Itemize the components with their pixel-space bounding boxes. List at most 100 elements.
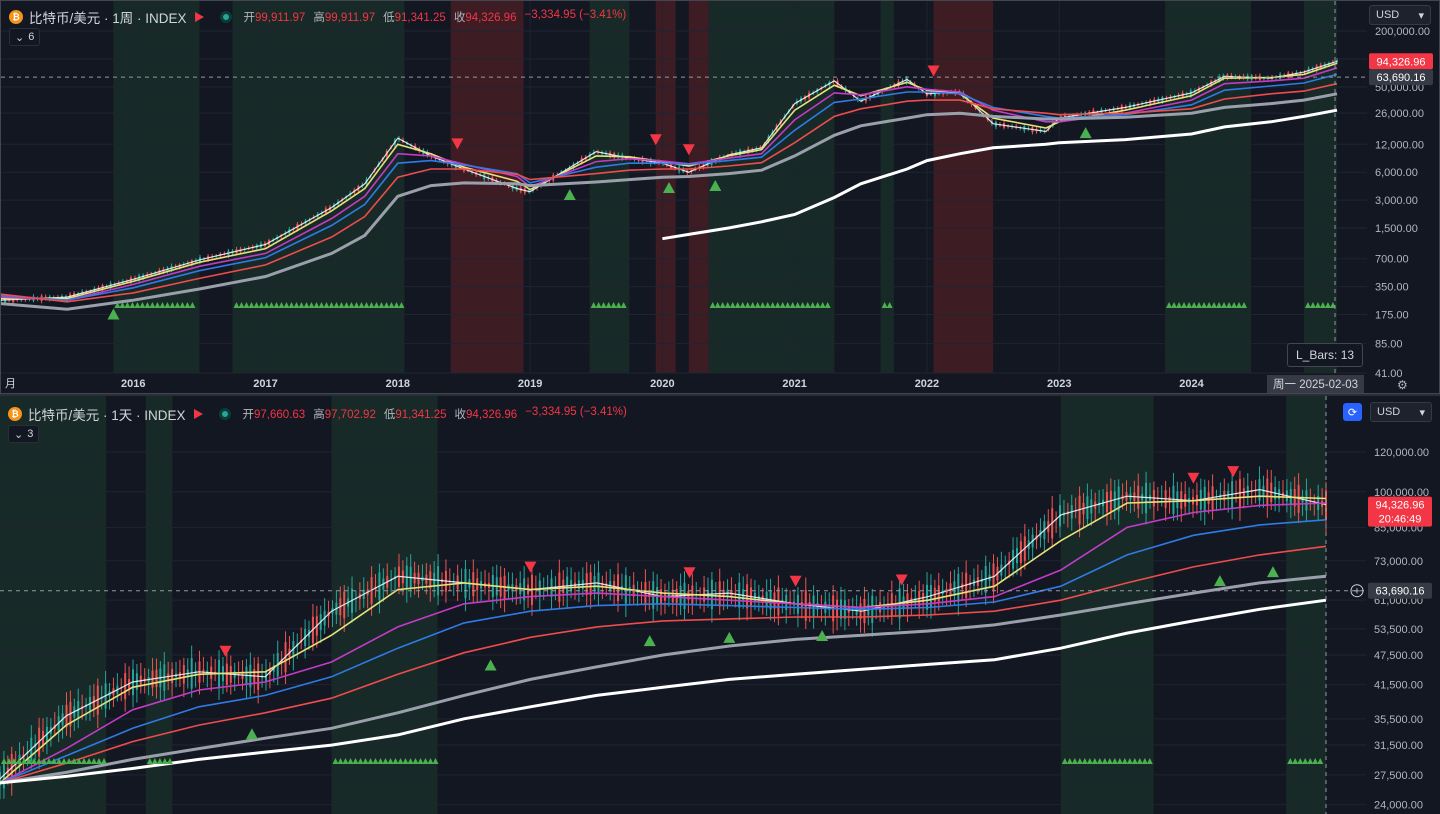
zone-marker-icon <box>393 302 400 308</box>
ma-line-4 <box>1 82 1338 303</box>
ohlc-item: 低91,341.25 <box>384 406 447 422</box>
zone-marker-icon <box>417 758 424 764</box>
flag-icon[interactable] <box>194 12 204 22</box>
indicators-toggle[interactable]: ⌄ 3 <box>8 425 40 443</box>
zone-marker-icon <box>86 758 92 764</box>
sell-signal-icon <box>649 134 662 146</box>
weekly-chart-panel[interactable]: 200,000.00100,000.0050,000.0026,000.0012… <box>0 0 1440 394</box>
zone-marker-icon <box>76 758 82 764</box>
symbol-title[interactable]: 比特币/美元 · 1天 · INDEX <box>28 408 186 423</box>
ma-line-0 <box>1 60 1338 301</box>
zone-marker-icon <box>21 758 27 764</box>
y-tick-label: 41,500.00 <box>1374 680 1423 692</box>
symbol-title[interactable]: 比特币/美元 · 1周 · INDEX <box>29 11 187 26</box>
zone-marker-icon <box>159 302 166 308</box>
ohlc-item: −3,334.95 (−3.41%) <box>524 9 626 25</box>
last-price-label: 94,326.96 <box>1377 56 1426 68</box>
zone-marker-icon <box>367 758 374 764</box>
countdown-label: 20:46:49 <box>1379 514 1422 526</box>
zone-marker-icon <box>749 302 756 308</box>
zone-marker-icon <box>362 758 369 764</box>
bitcoin-icon: ₿ <box>8 407 22 421</box>
indicator-count: 6 <box>28 31 35 43</box>
sync-icon[interactable]: ⟳ <box>1343 403 1362 421</box>
zone-marker-icon <box>308 302 315 308</box>
buy-signal-icon <box>1266 566 1279 578</box>
sell-signal-icon <box>524 561 537 573</box>
ohlc-value: −3,334.95 (−3.41%) <box>524 9 627 21</box>
add-alert-icon <box>1350 584 1364 598</box>
weekly-chart-canvas[interactable]: 200,000.00100,000.0050,000.0026,000.0012… <box>1 1 1439 393</box>
add-alert-plus: + <box>1354 586 1360 598</box>
zone-marker-icon <box>412 758 419 764</box>
cursor-price-label-bg <box>1368 582 1432 599</box>
zone-marker-icon <box>590 302 597 308</box>
zone-marker-icon <box>161 758 168 764</box>
ohlc-item: 高99,911.97 <box>313 9 375 25</box>
pane-divider[interactable] <box>0 394 1440 396</box>
buy-signal-icon <box>643 635 656 647</box>
currency-label: USD <box>1377 406 1401 418</box>
buy-signal-icon <box>484 659 497 671</box>
zone-marker-icon <box>41 758 47 764</box>
zone-marker-icon <box>1126 758 1133 764</box>
zone-marker-icon <box>1329 302 1336 308</box>
ma-line-5 <box>1 92 1338 311</box>
bitcoin-icon: ₿ <box>9 10 23 24</box>
bull-zone <box>331 396 438 814</box>
zone-marker-icon <box>1211 302 1218 308</box>
zone-marker-icon <box>600 302 607 308</box>
settings-icon[interactable]: ⚙ <box>1397 378 1408 392</box>
zone-marker-icon <box>1307 758 1314 764</box>
ma-line-3 <box>0 519 1327 784</box>
y-tick-label: 27,500.00 <box>1374 770 1423 782</box>
countdown-label-bg <box>1368 510 1432 527</box>
y-tick-label: 700.00 <box>1375 254 1409 266</box>
zone-marker-icon <box>164 302 171 308</box>
y-tick-label: 35,500.00 <box>1374 714 1423 726</box>
zone-marker-icon <box>1141 758 1148 764</box>
ohlc-value: 91,341.25 <box>395 409 447 421</box>
y-tick-label: 24,000.00 <box>1374 800 1423 812</box>
currency-select[interactable]: USD ▾ <box>1369 5 1431 25</box>
x-tick-label: 2018 <box>386 378 410 390</box>
zone-marker-icon <box>709 302 716 308</box>
zone-marker-icon <box>1061 758 1068 764</box>
sell-signal-icon <box>682 144 695 156</box>
zone-marker-icon <box>398 302 405 308</box>
zone-marker-icon <box>1221 302 1228 308</box>
zone-marker-icon <box>1 758 7 764</box>
ohlc-key: 高 <box>313 12 325 24</box>
daily-chart-panel[interactable]: 120,000.00 100,000.00 85,000.00 73,000.00 61… <box>0 396 1440 814</box>
zone-marker-icon <box>794 302 801 308</box>
y-tick-label: 3,000.00 <box>1375 195 1418 207</box>
zone-marker-icon <box>1309 302 1316 308</box>
zone-marker-icon <box>61 758 67 764</box>
zone-marker-icon <box>1176 302 1183 308</box>
indicators-toggle[interactable]: ⌄ 6 <box>9 28 41 46</box>
flag-icon[interactable] <box>193 409 203 419</box>
y-tick-label: 47,500.00 <box>1374 650 1423 662</box>
zone-marker-icon <box>764 302 771 308</box>
zone-marker-icon <box>243 302 250 308</box>
zone-marker-icon <box>71 758 77 764</box>
y-tick-label: 26,000.00 <box>1375 108 1424 120</box>
zone-marker-icon <box>343 302 350 308</box>
zone-marker-icon <box>1086 758 1093 764</box>
zone-marker-icon <box>353 302 360 308</box>
daily-chart-canvas[interactable]: 120,000.00100,000.0085,000.0073,000.0061… <box>0 396 1440 814</box>
zone-marker-icon <box>328 302 335 308</box>
zone-marker-icon <box>368 302 375 308</box>
x-tick-label: 2016 <box>121 378 145 390</box>
zone-marker-icon <box>1146 758 1153 764</box>
zone-marker-icon <box>1319 302 1326 308</box>
zone-marker-icon <box>278 302 285 308</box>
buy-signal-icon <box>816 629 829 641</box>
zone-marker-icon <box>81 758 87 764</box>
x-tick-label: 2019 <box>518 378 542 390</box>
zone-marker-icon <box>288 302 295 308</box>
currency-select[interactable]: USD ▾ <box>1370 402 1432 422</box>
zone-marker-icon <box>313 302 320 308</box>
buy-signal-icon <box>107 308 120 320</box>
zone-marker-icon <box>1191 302 1198 308</box>
